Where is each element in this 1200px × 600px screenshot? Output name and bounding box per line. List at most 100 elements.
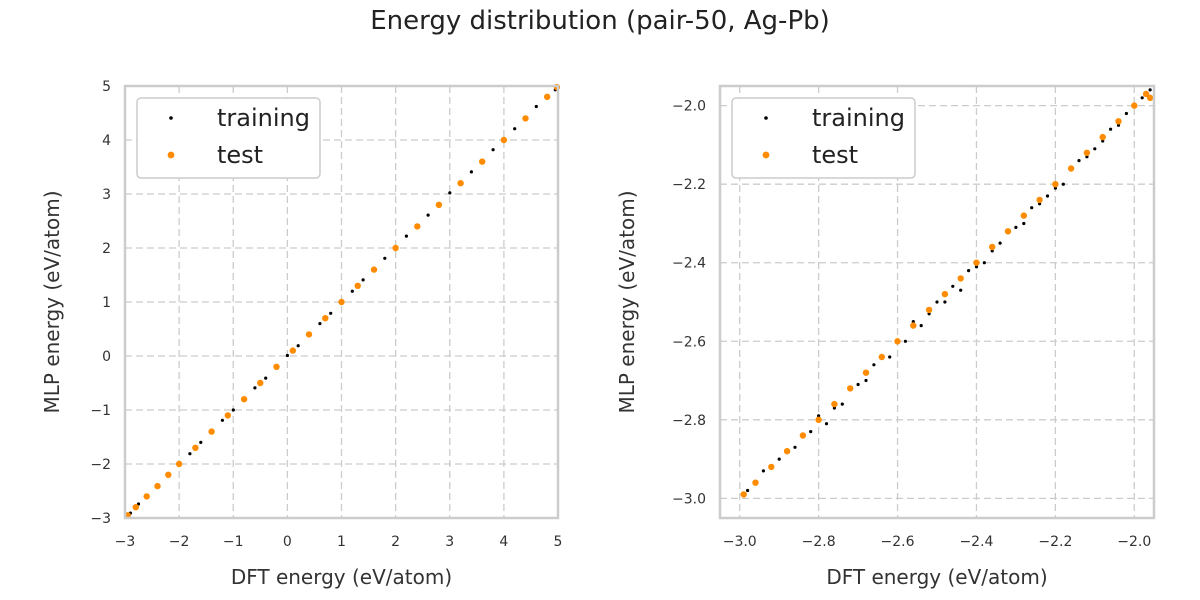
test-point xyxy=(831,400,838,408)
legend-label-training: training xyxy=(812,104,905,132)
training-point xyxy=(888,355,892,359)
legend-label-test: test xyxy=(217,141,263,169)
y-tick-label: −2.2 xyxy=(672,177,706,193)
test-point xyxy=(1083,149,1091,156)
y-tick-label: −1 xyxy=(90,403,111,419)
test-point xyxy=(154,482,161,490)
training-point xyxy=(998,241,1002,245)
test-point xyxy=(132,504,139,511)
test-point xyxy=(414,223,421,230)
y-tick-label: 3 xyxy=(102,187,111,203)
training-point xyxy=(1030,206,1034,210)
test-point xyxy=(740,491,747,498)
training-point xyxy=(777,457,781,461)
test-point xyxy=(1036,196,1043,204)
test-point xyxy=(224,412,231,419)
plot-frame xyxy=(718,84,1156,520)
training-point xyxy=(361,278,365,282)
y-tick-label: 0 xyxy=(102,349,111,365)
test-point xyxy=(894,338,901,345)
test-point xyxy=(1004,228,1012,235)
training-point xyxy=(318,322,322,326)
training-point xyxy=(832,406,837,410)
figure-title: Energy distribution (pair-50, Ag-Pb) xyxy=(370,6,830,36)
test-point xyxy=(208,428,215,435)
x-tick-label: −1 xyxy=(223,534,244,550)
training-point xyxy=(296,344,300,348)
y-tick-label: 4 xyxy=(102,133,111,149)
test-point xyxy=(1020,212,1027,219)
test-point xyxy=(322,315,329,322)
x-tick-label: −3 xyxy=(115,534,136,550)
series-test xyxy=(740,90,1154,498)
y-tick-label: −2.4 xyxy=(672,256,706,272)
training-point xyxy=(1140,96,1144,100)
training-point xyxy=(864,378,868,383)
training-point xyxy=(253,386,257,390)
legend-label-training: training xyxy=(217,104,310,132)
x-tick-label: 3 xyxy=(445,534,454,550)
test-point xyxy=(973,259,980,266)
x-tick-label: 4 xyxy=(499,534,508,550)
x-tick-label: −3.0 xyxy=(723,534,757,550)
training-point xyxy=(919,324,923,328)
test-point xyxy=(1052,181,1059,188)
test-point xyxy=(273,363,280,370)
training-point xyxy=(1085,155,1089,159)
x-axis-label: DFT energy (eV/atom) xyxy=(231,565,452,589)
training-point xyxy=(329,311,333,315)
y-axis-label: MLP energy (eV/atom) xyxy=(615,190,639,413)
training-point xyxy=(220,418,224,422)
training-point xyxy=(350,289,354,293)
training-point xyxy=(426,213,430,217)
test-point xyxy=(815,416,822,423)
training-point xyxy=(974,265,979,269)
training-point xyxy=(1022,221,1026,226)
training-point xyxy=(1093,147,1097,151)
test-point xyxy=(457,180,464,187)
training-point xyxy=(1077,159,1081,163)
test-point xyxy=(957,275,964,282)
x-axis-label: DFT energy (eV/atom) xyxy=(826,565,1047,589)
x-tick-label: −2.0 xyxy=(1117,534,1151,550)
legend-marker-training xyxy=(169,116,173,120)
test-point xyxy=(1099,133,1106,141)
training-point xyxy=(935,300,939,304)
test-point xyxy=(783,448,791,455)
training-point xyxy=(188,452,192,456)
legend-box xyxy=(136,97,321,179)
training-point xyxy=(383,256,387,260)
test-point xyxy=(1142,90,1150,98)
training-point xyxy=(534,104,538,109)
test-point xyxy=(370,266,378,273)
training-point xyxy=(469,170,473,174)
test-point xyxy=(522,115,529,122)
x-tick-label: −2.2 xyxy=(1038,534,1072,550)
y-tick-label: −2.0 xyxy=(672,99,706,115)
test-point xyxy=(941,290,949,298)
test-point xyxy=(175,460,183,468)
legend-box xyxy=(731,97,916,179)
training-point xyxy=(513,127,517,131)
test-point xyxy=(1146,94,1154,102)
y-tick-label: −2.6 xyxy=(672,334,706,350)
training-point xyxy=(809,430,813,434)
y-tick-label: −2 xyxy=(90,457,111,473)
training-point xyxy=(911,320,915,324)
test-point xyxy=(925,306,933,314)
y-tick-label: 5 xyxy=(102,79,111,95)
legend: training test xyxy=(136,97,321,179)
test-point xyxy=(143,493,150,500)
training-point xyxy=(761,469,766,473)
y-tick-label: −2.8 xyxy=(672,413,706,429)
right-scatter-panel: −3.0 −2.8 −2.6 −2.4 −2.2 −2.0 −3.0 −2.8 −2.6 −2.4… xyxy=(615,84,1156,589)
training-point xyxy=(1014,225,1018,229)
x-tick-label: 2 xyxy=(391,534,400,550)
test-point xyxy=(192,444,199,451)
test-point xyxy=(435,201,443,208)
training-point xyxy=(824,422,829,426)
training-point xyxy=(1109,127,1113,131)
test-point xyxy=(479,158,486,165)
legend-label-test: test xyxy=(812,141,858,169)
